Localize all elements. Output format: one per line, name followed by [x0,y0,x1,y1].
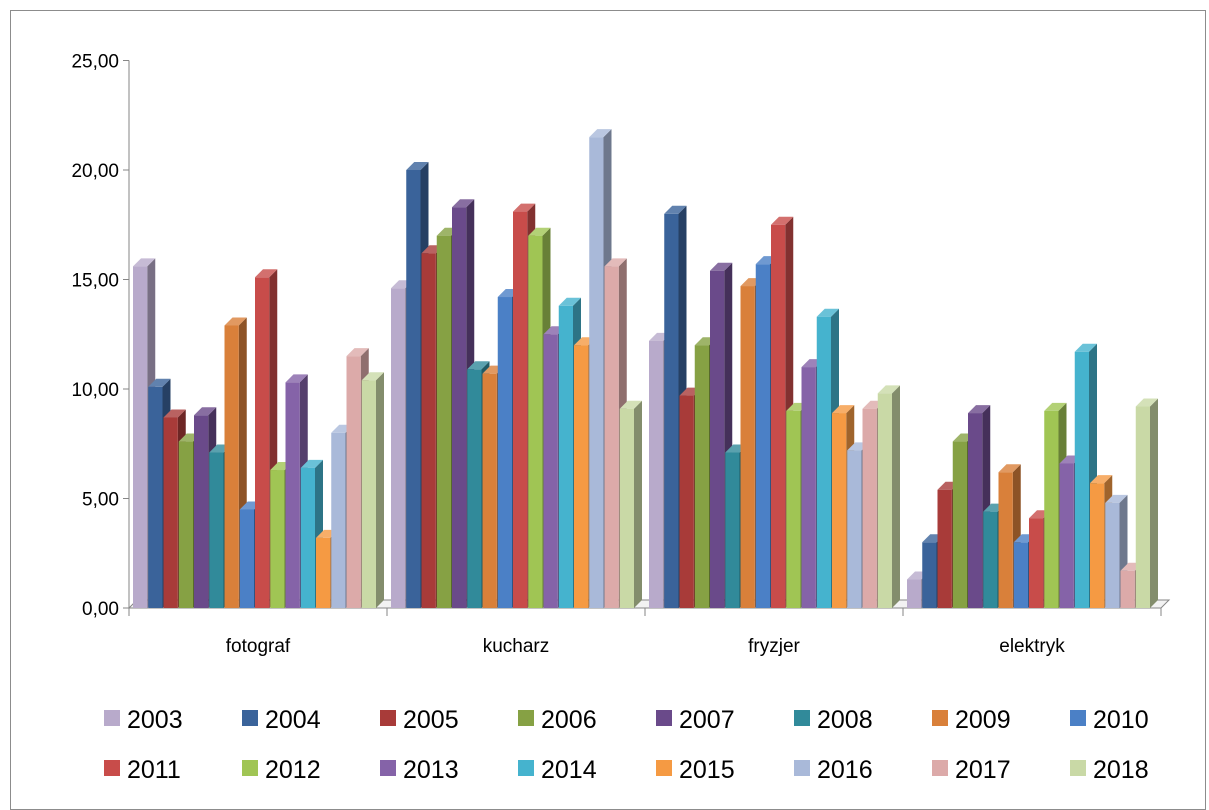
legend-item: 2005 [380,706,459,734]
legend-swatch [380,760,396,776]
legend-label: 2015 [679,756,735,784]
legend-item: 2006 [518,706,597,734]
legend-swatch [104,710,120,726]
legend-item: 2003 [104,706,183,734]
x-category-label: fryzjer [748,636,800,657]
legend-label: 2018 [1093,756,1149,784]
legend-item: 2009 [932,706,1011,734]
x-category-label: elektryk [999,636,1065,657]
legend-swatch [794,760,810,776]
legend-item: 2017 [932,756,1011,784]
legend: 2003 2004 2005 2006 2007 2008 2009 2010 2011 2012… [104,706,1149,784]
legend-swatch [656,710,672,726]
bar [1105,494,1128,608]
chart-frame: 0,00 5,00 10,00 15,00 20,00 25,00 fotograf kuch… [10,10,1206,810]
y-tick-label: 5,00 [82,490,119,511]
legend-swatch [1070,710,1086,726]
axes: 0,00 5,00 10,00 15,00 20,00 25,00 fotograf kuch… [71,52,1171,657]
bar [619,400,642,608]
legend-label: 2003 [127,706,183,734]
y-tick-label: 25,00 [71,52,119,73]
legend-swatch [104,760,120,776]
legend-label: 2014 [541,756,597,784]
bar [361,372,384,608]
legend-swatch [794,710,810,726]
legend-label: 2004 [265,706,321,734]
x-category-label: fotograf [226,636,291,657]
legend-item: 2007 [656,706,735,734]
legend-label: 2006 [541,706,597,734]
bar [255,269,278,608]
legend-label: 2013 [403,756,459,784]
legend-item: 2013 [380,756,459,784]
y-tick-label: 20,00 [71,161,119,182]
legend-swatch [518,710,534,726]
legend-item: 2004 [242,706,321,734]
legend-item: 2016 [794,756,873,784]
bar [877,385,900,608]
legend-item: 2012 [242,756,321,784]
legend-item: 2011 [104,756,181,784]
legend-label: 2008 [817,706,873,734]
legend-swatch [932,710,948,726]
legend-item: 2015 [656,756,735,784]
bar-chart: 0,00 5,00 10,00 15,00 20,00 25,00 fotograf kuch… [71,52,1171,784]
legend-label: 2017 [955,756,1011,784]
legend-swatch [656,760,672,776]
legend-item: 2018 [1070,756,1149,784]
legend-label: 2010 [1093,706,1149,734]
legend-item: 2014 [518,756,597,784]
y-tick-label: 15,00 [71,271,119,292]
y-tick-label: 0,00 [82,599,119,620]
bars [133,129,1158,609]
x-category-label: kucharz [483,636,550,657]
legend-label: 2007 [679,706,735,734]
legend-label: 2005 [403,706,459,734]
legend-item: 2010 [1070,706,1149,734]
legend-swatch [242,710,258,726]
legend-label: 2016 [817,756,873,784]
legend-label: 2012 [265,756,321,784]
legend-swatch [1070,760,1086,776]
legend-swatch [242,760,258,776]
legend-swatch [932,760,948,776]
legend-label: 2009 [955,706,1011,734]
legend-swatch [380,710,396,726]
legend-item: 2008 [794,706,873,734]
y-tick-label: 10,00 [71,380,119,401]
legend-label: 2011 [127,756,181,784]
legend-swatch [518,760,534,776]
bar [1135,398,1158,608]
